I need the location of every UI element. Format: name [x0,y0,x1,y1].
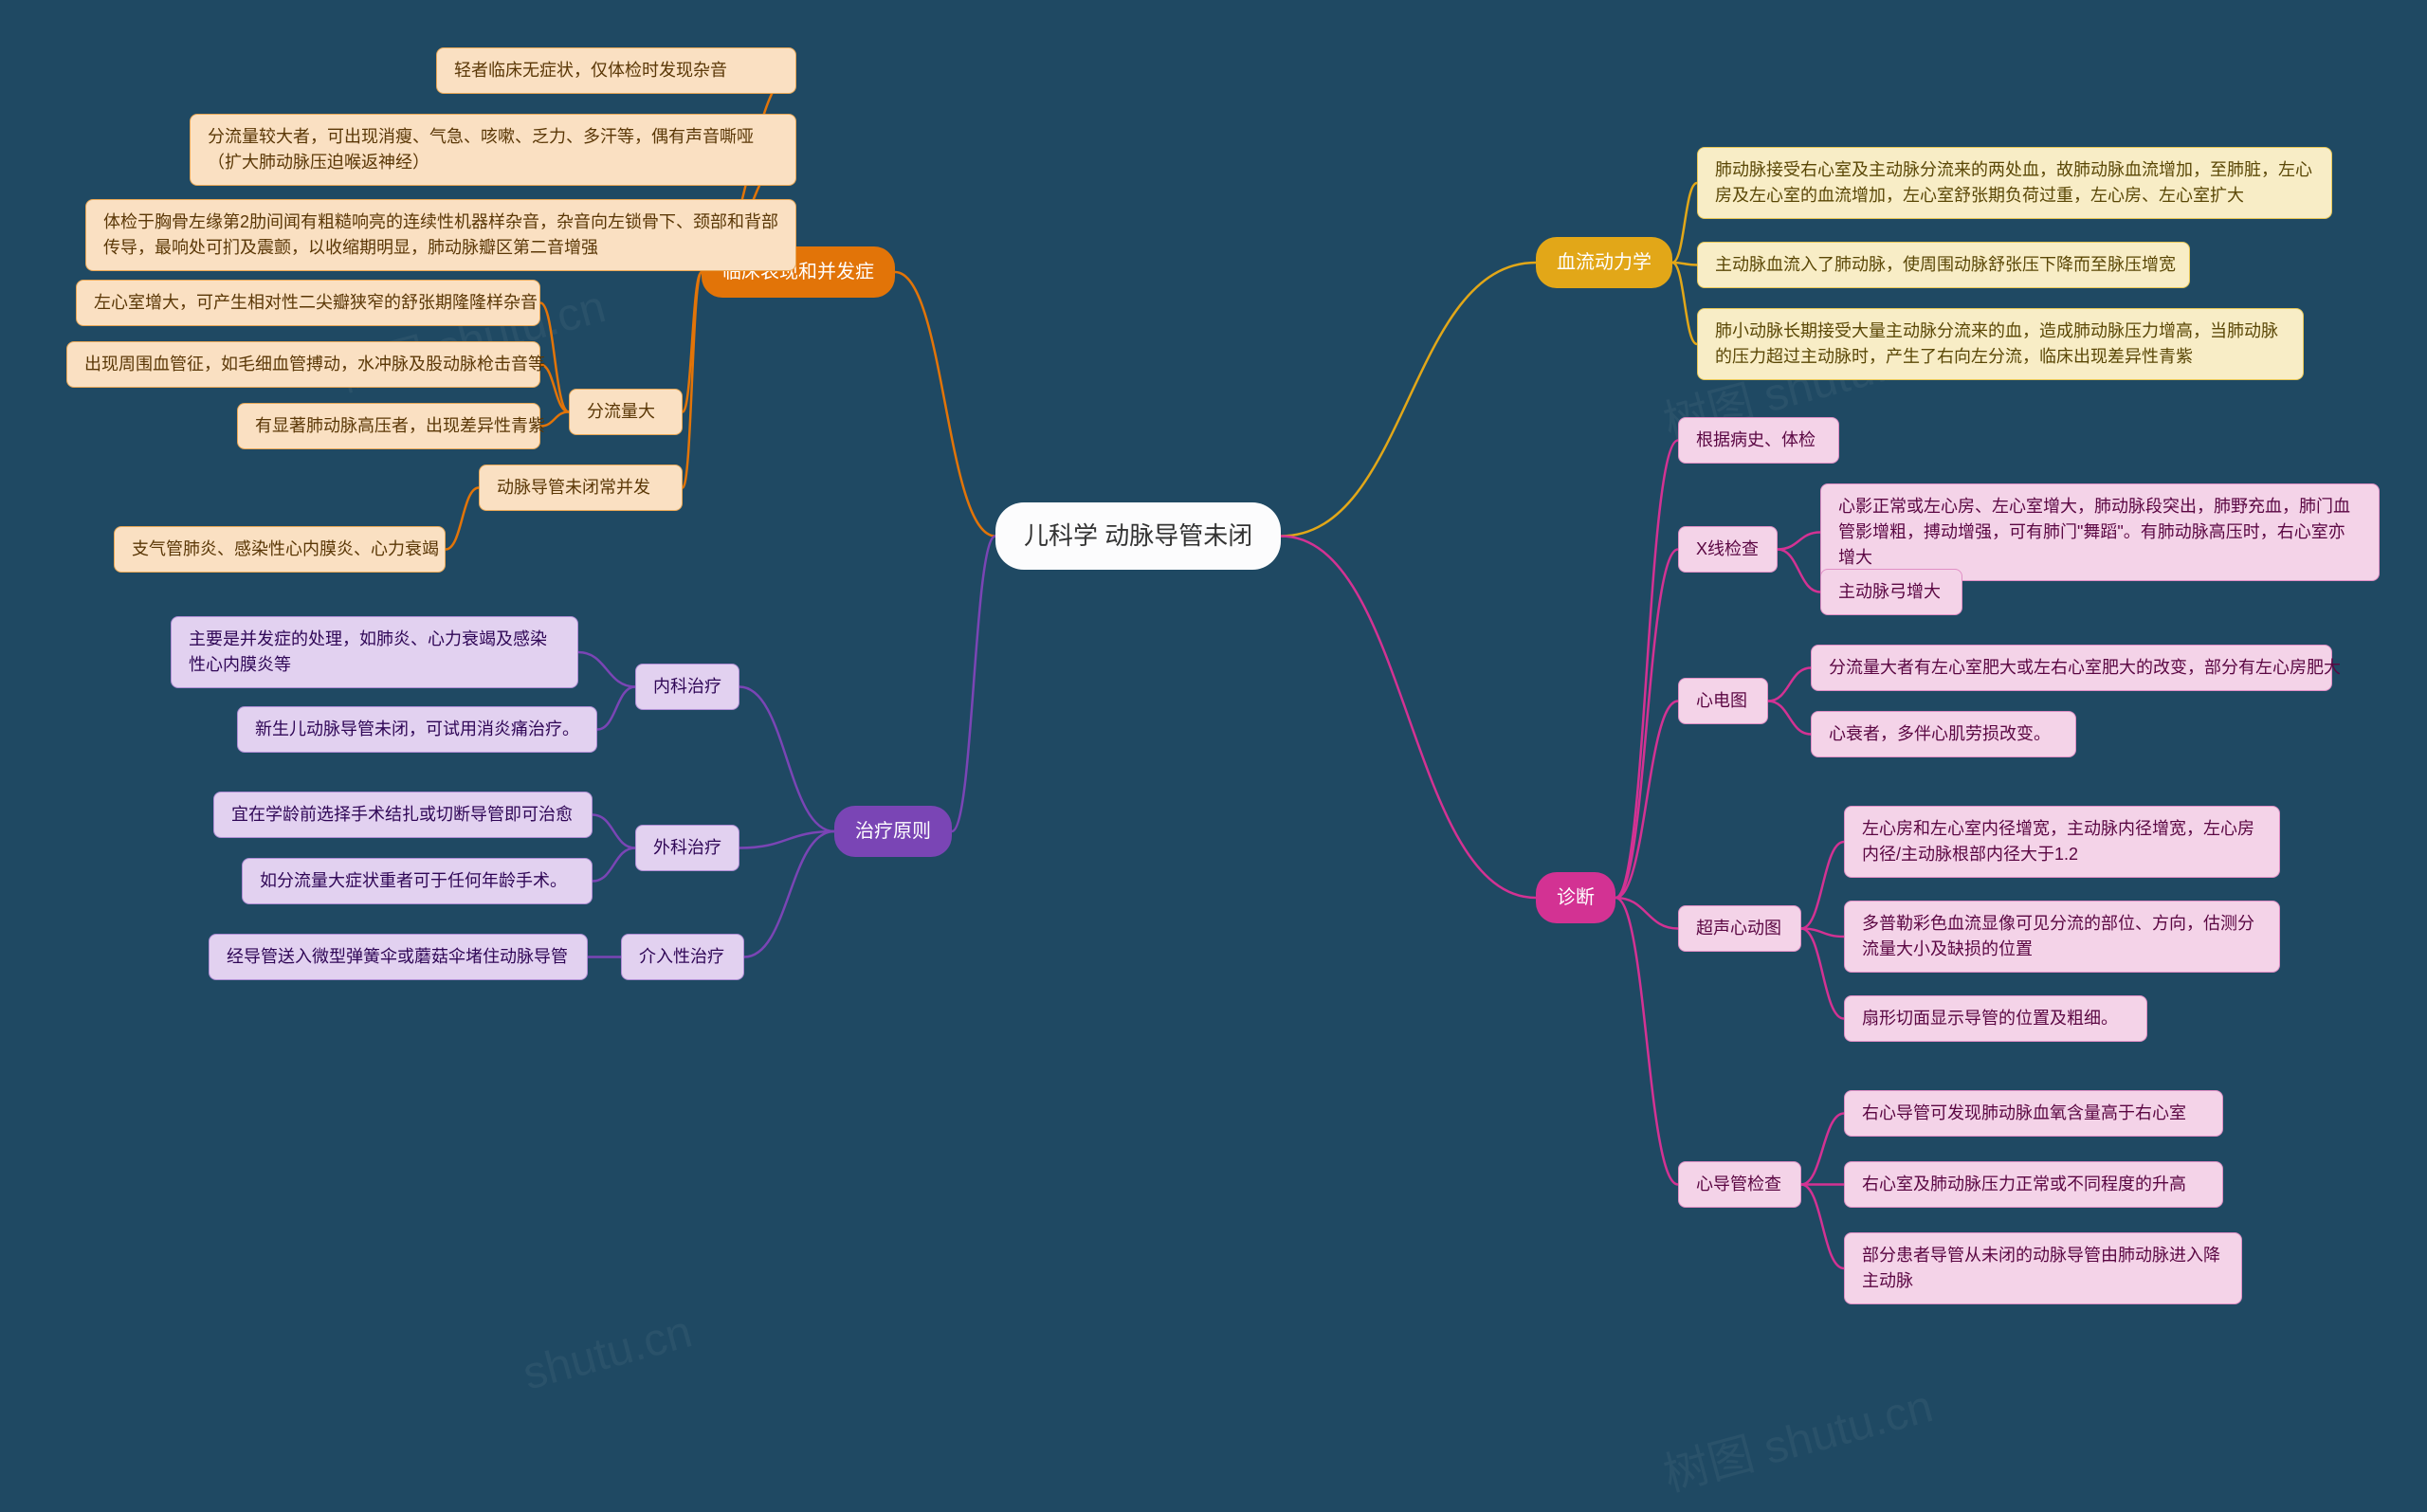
leaf-node: 有显著肺动脉高压者，出现差异性青紫 [237,403,540,449]
branch-hemodynamics: 血流动力学 [1536,237,1672,288]
root-node: 儿科学 动脉导管未闭 [995,502,1281,570]
leaf-node: 轻者临床无症状，仅体检时发现杂音 [436,47,796,94]
leaf-node: 超声心动图 [1678,905,1801,952]
watermark: 树图 shutu.cn [1655,1369,1939,1504]
leaf-node: 扇形切面显示导管的位置及粗细。 [1844,995,2147,1042]
leaf-node: 分流量大 [569,389,683,435]
leaf-node: 根据病史、体检 [1678,417,1839,464]
branch-diagnosis: 诊断 [1536,872,1615,923]
leaf-node: 主要是并发症的处理，如肺炎、心力衰竭及感染性心内膜炎等 [171,616,578,688]
leaf-node: 心影正常或左心房、左心室增大，肺动脉段突出，肺野充血，肺门血管影增粗，搏动增强，… [1820,483,2380,581]
leaf-node: 宜在学龄前选择手术结扎或切断导管即可治愈 [213,792,593,838]
leaf-node: 心导管检查 [1678,1161,1801,1208]
leaf-node: 部分患者导管从未闭的动脉导管由肺动脉进入降主动脉 [1844,1232,2242,1304]
leaf-node: 肺动脉接受右心室及主动脉分流来的两处血，故肺动脉血流增加，至肺脏，左心房及左心室… [1697,147,2332,219]
branch-treatment: 治疗原则 [834,806,952,857]
leaf-node: 如分流量大症状重者可于任何年龄手术。 [242,858,593,904]
leaf-node: 动脉导管未闭常并发 [479,465,683,511]
leaf-node: 内科治疗 [635,664,739,710]
leaf-node: 外科治疗 [635,825,739,871]
leaf-node: 经导管送入微型弹簧伞或蘑菇伞堵住动脉导管 [209,934,588,980]
leaf-node: 分流量大者有左心室肥大或左右心室肥大的改变，部分有左心房肥大 [1811,645,2332,691]
leaf-node: 支气管肺炎、感染性心内膜炎、心力衰竭 [114,526,446,573]
leaf-node: 介入性治疗 [621,934,744,980]
watermark: shutu.cn [518,1305,698,1400]
leaf-node: 多普勒彩色血流显像可见分流的部位、方向，估测分流量大小及缺损的位置 [1844,901,2280,973]
leaf-node: 右心导管可发现肺动脉血氧含量高于右心室 [1844,1090,2223,1137]
leaf-node: 左心室增大，可产生相对性二尖瓣狭窄的舒张期隆隆样杂音 [76,280,540,326]
leaf-node: 出现周围血管征，如毛细血管搏动，水冲脉及股动脉枪击音等 [66,341,540,388]
leaf-node: 体检于胸骨左缘第2肋间闻有粗糙响亮的连续性机器样杂音，杂音向左锁骨下、颈部和背部… [85,199,796,271]
leaf-node: 右心室及肺动脉压力正常或不同程度的升高 [1844,1161,2223,1208]
leaf-node: 主动脉血流入了肺动脉，使周围动脉舒张压下降而至脉压增宽 [1697,242,2190,288]
leaf-node: 左心房和左心室内径增宽，主动脉内径增宽，左心房内径/主动脉根部内径大于1.2 [1844,806,2280,878]
leaf-node: 分流量较大者，可出现消瘦、气急、咳嗽、乏力、多汗等，偶有声音嘶哑（扩大肺动脉压迫… [190,114,796,186]
leaf-node: 心电图 [1678,678,1768,724]
leaf-node: 主动脉弓增大 [1820,569,1962,615]
leaf-node: 新生儿动脉导管未闭，可试用消炎痛治疗。 [237,706,597,753]
leaf-node: 心衰者，多伴心肌劳损改变。 [1811,711,2076,757]
leaf-node: 肺小动脉长期接受大量主动脉分流来的血，造成肺动脉压力增高，当肺动脉的压力超过主动… [1697,308,2304,380]
leaf-node: X线检查 [1678,526,1778,573]
